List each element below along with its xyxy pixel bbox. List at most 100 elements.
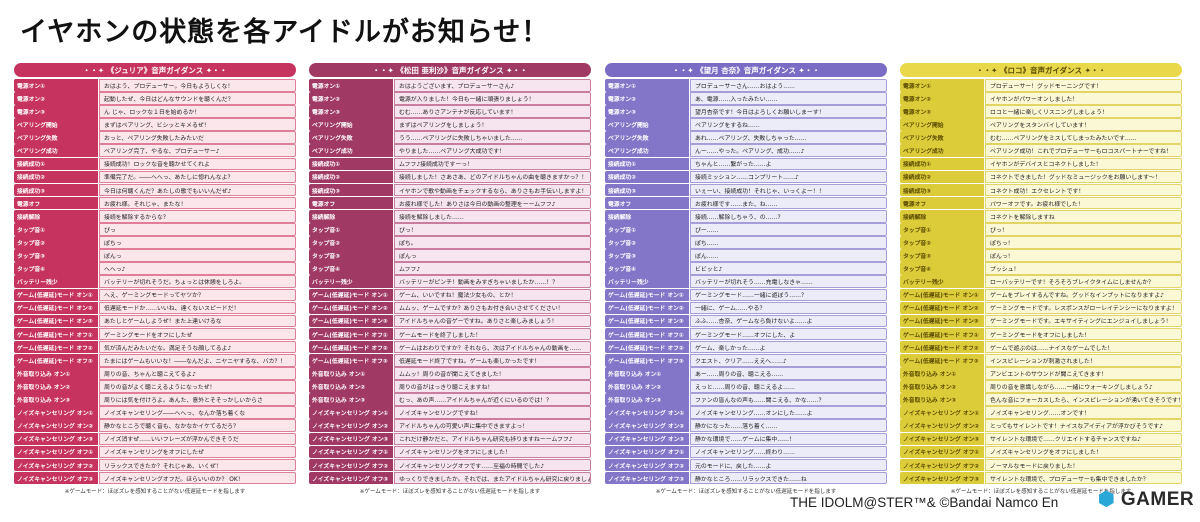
row-label: タップ音② <box>309 236 393 249</box>
footnote: ※ゲームモード：ほぼズレを感知することがない低遅延モードを指します <box>359 489 541 496</box>
row-voice-line: サイレントな環境で……クリエイトするチャンスですね♪ <box>985 432 1182 446</box>
row-label: ペアリング失敗 <box>14 131 98 144</box>
row-voice-line: まずはペアリングをしましょう！ <box>394 118 591 131</box>
row-label: 外音取り込み オン③ <box>900 393 984 406</box>
guidance-row: ゲーム(低遅延)モード オフ① ゲーミングモードをオフにしたぜ <box>14 327 296 341</box>
logo-icon: ⬢ <box>1098 489 1116 510</box>
row-label: バッテリー残少 <box>309 275 393 288</box>
row-label: タップ音④ <box>605 262 689 275</box>
guidance-row: 接続成功③ コネクト成功！エクセレントです！ <box>900 183 1182 197</box>
row-voice-line: クエスト、クリア……ええへ……♪ <box>690 353 887 367</box>
row-label: ノイズキャンセリング オフ① <box>605 445 689 459</box>
row-voice-line: 接続を解除するからな？ <box>99 209 296 223</box>
row-label: ノイズキャンセリング オフ① <box>309 445 393 459</box>
guidance-row: 外音取り込み オン③ むっ、あの声……アイドルちゃんが近くにいるのでは！？ <box>309 393 591 406</box>
guidance-row: 接続成功① 接続成功！ロックな音を聴かせてくれよ <box>14 157 296 171</box>
guidance-row: ノイズキャンセリング オフ③ ゆっくりできましたか。それでは、またアイドルちゃん研… <box>309 471 591 485</box>
guidance-row: 接続解除 コネクトを解除しますね <box>900 209 1182 223</box>
row-voice-line: あー……周りの音、聴こえる…… <box>690 367 887 380</box>
guidance-row: 電源オン② 電源が入りました！今日も一緒に頑張りましょう！ <box>309 92 591 105</box>
copyright-text: THE IDOLM@STER™& ©Bandai Namco En <box>790 495 1059 510</box>
row-voice-line: ゲーミングモードをオフにしたぜ <box>99 327 296 341</box>
row-label: ノイズキャンセリング オン① <box>605 406 689 419</box>
guidance-row: ノイズキャンセリング オン② 静かになった……落ち着く…… <box>605 419 887 433</box>
row-label: 外音取り込み オン① <box>14 367 98 380</box>
row-voice-line: 周りには気を付けろよ。あんた、意外とそそっかしいからさ <box>99 393 296 406</box>
row-voice-line: お疲れ様。それじゃ、またな！ <box>99 196 296 210</box>
row-voice-line: ムフフ♪接続成功ですーっ！ <box>394 157 591 171</box>
row-label: タップ音③ <box>900 249 984 262</box>
guidance-row: 接続解除 接続を解除しました…… <box>309 209 591 223</box>
row-label: 電源オフ <box>309 196 393 210</box>
row-label: ゲーム(低遅延)モード オン① <box>309 288 393 302</box>
row-label: 接続成功① <box>14 157 98 171</box>
row-label: タップ音② <box>900 236 984 249</box>
row-voice-line: ローバッテリーです！そろそろブレイクタイムにしませんか？ <box>985 275 1182 288</box>
guidance-row: ノイズキャンセリング オン② アイドルちゃんの可愛い声に集中できますよっ！ <box>309 419 591 433</box>
guidance-row: 接続成功② コネクトできました！グッドなミュージックをお願いします～！ <box>900 170 1182 184</box>
row-label: ゲーム(低遅延)モード オフ③ <box>605 353 689 367</box>
row-label: 外音取り込み オン③ <box>309 393 393 406</box>
row-voice-line: ぴっ！ <box>985 223 1182 236</box>
row-voice-line: 静かな環境で……ゲームに集中……！ <box>690 432 887 446</box>
footnote: ※ゲームモード：ほぼズレを感知することがない低遅延モードを指します <box>655 489 837 496</box>
guidance-row: ゲーム(低遅延)モード オン③ ゲーミングモードです。エキサイティングにエンジョイ… <box>900 314 1182 328</box>
guidance-row: 電源オフ お疲れ様です……また、ね…… <box>605 196 887 210</box>
guidance-row: 電源オン③ むむ……ありさアンテナが反応しています！ <box>309 105 591 118</box>
guidance-row: タップ音③ ぽんっ <box>309 249 591 262</box>
panel-header: ・・✦ 《ロコ》音声ガイダンス ✦・・ <box>900 63 1182 77</box>
guidance-row: 外音取り込み オン① あー……周りの音、聴こえる…… <box>605 367 887 380</box>
row-voice-line: ムムッ、ゲームですか？ありさもお付き合いさせてください！ <box>394 301 591 315</box>
row-label: ペアリング開始 <box>605 118 689 131</box>
row-voice-line: 元のモードに、戻した……よ <box>690 458 887 472</box>
row-label: 接続成功② <box>900 170 984 184</box>
row-label: 接続成功① <box>605 157 689 171</box>
guidance-row: 外音取り込み オン③ ファンの皆んなの声も……聞こえる、かな……？ <box>605 393 887 406</box>
guidance-row: 電源オン① プロデューサー！グッドモーニングです！ <box>900 79 1182 92</box>
row-voice-line: ビビッと♪ <box>690 262 887 275</box>
guidance-row: ゲーム(低遅延)モード オフ② ゲームはおわりですか？それなら、次はアイドルちゃん… <box>309 340 591 354</box>
row-label: 外音取り込み オン② <box>309 380 393 393</box>
row-label: タップ音② <box>14 236 98 249</box>
row-label: 電源オン③ <box>309 105 393 118</box>
row-label: 接続解除 <box>605 209 689 223</box>
row-label: ゲーム(低遅延)モード オン① <box>900 288 984 302</box>
guidance-row: 電源オン③ ん じゃ、ロックな１日を始めるか！ <box>14 105 296 118</box>
row-label: ゲーム(低遅延)モード オフ① <box>605 327 689 341</box>
row-label: 電源オン② <box>900 92 984 105</box>
row-voice-line: 今日は何聴くんだ？あたしの歌でもいいんだぜ♪ <box>99 183 296 197</box>
row-voice-line: ゆっくりできましたか。それでは、またアイドルちゃん研究に戻りましょう！ <box>394 471 591 485</box>
row-voice-line: ロコと一緒に楽しくリスニングしましょう！ <box>985 105 1182 118</box>
row-label: 接続成功② <box>14 170 98 184</box>
row-label: ノイズキャンセリング オン② <box>14 419 98 433</box>
guidance-row: ペアリング失敗 あれ……ペアリング、失敗しちゃった…… <box>605 131 887 144</box>
row-label: ペアリング成功 <box>309 144 393 158</box>
row-voice-line: お疲れ様です……また、ね…… <box>690 196 887 210</box>
row-voice-line: おはよう、プロデューサー。今日もよろしくな！ <box>99 79 296 92</box>
row-label: ノイズキャンセリング オン③ <box>605 432 689 446</box>
logo-text: GAMER <box>1120 489 1195 510</box>
row-label: 電源オン① <box>14 79 98 92</box>
row-voice-line: おっと、ペアリング失敗したみたいだ <box>99 131 296 144</box>
guidance-row: 外音取り込み オン① ムムッ！周りの音が聞こえてきました！ <box>309 367 591 380</box>
guidance-row: ノイズキャンセリング オン③ これだけ静かだと、アイドルちゃん研究も捗りますねーー… <box>309 432 591 446</box>
row-voice-line: ペアリング成功！これでプロデューサーもロコスパートナーですね！ <box>985 144 1182 158</box>
row-voice-line: むむ……ペアリングをミスしてしまったみたいです…… <box>985 131 1182 144</box>
guidance-row: ノイズキャンセリング オフ② 元のモードに、戻した……よ <box>605 458 887 472</box>
guidance-row: 電源オン① おはよう、プロデューサー。今日もよろしくな！ <box>14 79 296 92</box>
row-voice-line: バッテリーが切れそうだ。ちょっとは休憩をしろよ。 <box>99 275 296 288</box>
row-label: バッテリー残少 <box>900 275 984 288</box>
row-voice-line: ぽんっ <box>99 249 296 262</box>
row-label: 電源オン③ <box>605 105 689 118</box>
row-voice-line: 起動したぜ、今日はどんなサウンドを聴くんだ？ <box>99 92 296 105</box>
guidance-row: 接続成功① イヤホンがデバイスとコネクトしました！ <box>900 157 1182 171</box>
row-label: タップ音① <box>605 223 689 236</box>
row-label: タップ音② <box>605 236 689 249</box>
guidance-row: ゲーム(低遅延)モード オフ① ゲーミングモードをオフにしました！ <box>900 327 1182 341</box>
row-voice-line: 周りの音、ちゃんと聴こえてるよ♪ <box>99 367 296 380</box>
row-label: タップ音④ <box>900 262 984 275</box>
guidance-row: ノイズキャンセリング オン① ノイズキャンセリングですね！ <box>309 406 591 419</box>
row-label: ゲーム(低遅延)モード オン① <box>605 288 689 302</box>
row-label: ノイズキャンセリング オフ③ <box>605 471 689 485</box>
row-label: ゲーム(低遅延)モード オフ② <box>605 340 689 354</box>
